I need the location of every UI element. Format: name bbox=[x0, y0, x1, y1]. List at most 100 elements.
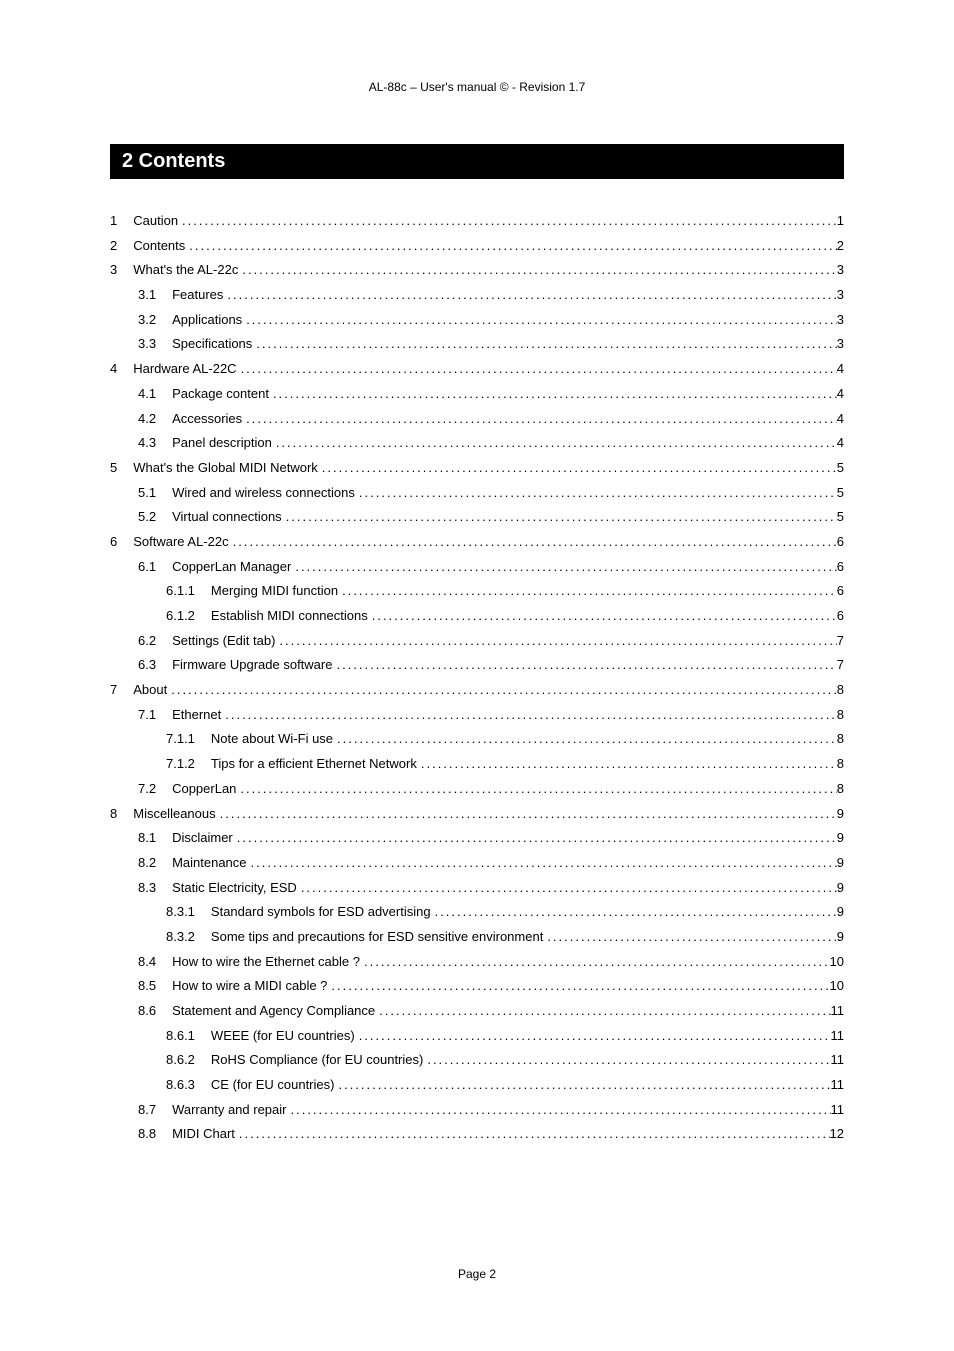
toc-entry: 6.3Firmware Upgrade software7 bbox=[110, 653, 844, 678]
toc-number: 8 bbox=[110, 802, 117, 827]
toc-title: MIDI Chart bbox=[156, 1122, 235, 1147]
toc-title: How to wire the Ethernet cable ? bbox=[156, 950, 360, 975]
toc-leader-dots bbox=[235, 1122, 830, 1147]
toc-entry: 7.2CopperLan8 bbox=[110, 777, 844, 802]
toc-page-number: 8 bbox=[837, 678, 844, 703]
toc-title: Ethernet bbox=[156, 703, 221, 728]
toc-entry: 6Software AL-22c6 bbox=[110, 530, 844, 555]
toc-number: 8.4 bbox=[138, 950, 156, 975]
toc-page-number: 4 bbox=[837, 407, 844, 432]
toc-leader-dots bbox=[286, 1098, 830, 1123]
toc-page-number: 5 bbox=[837, 505, 844, 530]
toc-page-number: 3 bbox=[837, 283, 844, 308]
toc-entry: 3.2Applications3 bbox=[110, 308, 844, 333]
toc-number: 7.1 bbox=[138, 703, 156, 728]
toc-leader-dots bbox=[252, 332, 836, 357]
toc-entry: 7.1Ethernet 8 bbox=[110, 703, 844, 728]
toc-entry: 8.5How to wire a MIDI cable ?10 bbox=[110, 974, 844, 999]
toc-title: Features bbox=[156, 283, 223, 308]
toc-title: Specifications bbox=[156, 332, 252, 357]
toc-entry: 8.2Maintenance9 bbox=[110, 851, 844, 876]
toc-title: RoHS Compliance (for EU countries) bbox=[195, 1048, 423, 1073]
toc-leader-dots bbox=[431, 900, 837, 925]
toc-title: Merging MIDI function bbox=[195, 579, 338, 604]
toc-page-number: 2 bbox=[837, 234, 844, 259]
toc-entry: 8.6Statement and Agency Compliance11 bbox=[110, 999, 844, 1024]
toc-title: Tips for a efficient Ethernet Network bbox=[195, 752, 417, 777]
toc-leader-dots bbox=[368, 604, 837, 629]
toc-page-number: 3 bbox=[837, 332, 844, 357]
toc-title: Accessories bbox=[156, 407, 242, 432]
toc-page-number: 8 bbox=[837, 727, 844, 752]
toc-leader-dots bbox=[178, 209, 837, 234]
toc-number: 3.2 bbox=[138, 308, 156, 333]
toc-page-number: 9 bbox=[837, 900, 844, 925]
toc-entry: 3.3Specifications3 bbox=[110, 332, 844, 357]
toc-title: About bbox=[117, 678, 167, 703]
toc-leader-dots bbox=[332, 653, 836, 678]
toc-leader-dots bbox=[355, 481, 837, 506]
toc-leader-dots bbox=[338, 579, 837, 604]
toc-page-number: 9 bbox=[837, 802, 844, 827]
toc-title: Establish MIDI connections bbox=[195, 604, 368, 629]
toc-entry: 3.1Features3 bbox=[110, 283, 844, 308]
toc-page-number: 12 bbox=[830, 1122, 844, 1147]
toc-number: 8.5 bbox=[138, 974, 156, 999]
toc-entry: 8.3Static Electricity, ESD9 bbox=[110, 876, 844, 901]
toc-number: 8.3 bbox=[138, 876, 156, 901]
toc-leader-dots bbox=[327, 974, 829, 999]
toc-leader-dots bbox=[375, 999, 830, 1024]
toc-leader-dots bbox=[318, 456, 837, 481]
toc-leader-dots bbox=[297, 876, 837, 901]
page-footer: Page 2 bbox=[110, 1267, 844, 1281]
toc-entry: 5.1Wired and wireless connections5 bbox=[110, 481, 844, 506]
toc-leader-dots bbox=[275, 629, 836, 654]
toc-page-number: 10 bbox=[830, 974, 844, 999]
toc-title: Caution bbox=[117, 209, 178, 234]
toc-title: What's the AL-22c bbox=[117, 258, 238, 283]
toc-title: Wired and wireless connections bbox=[156, 481, 355, 506]
toc-leader-dots bbox=[291, 555, 836, 580]
toc-leader-dots bbox=[216, 802, 837, 827]
toc-title: CE (for EU countries) bbox=[195, 1073, 335, 1098]
toc-page-number: 3 bbox=[837, 258, 844, 283]
toc-leader-dots bbox=[223, 283, 836, 308]
toc-number: 6.1.2 bbox=[166, 604, 195, 629]
toc-entry: 6.1.2Establish MIDI connections6 bbox=[110, 604, 844, 629]
toc-page-number: 3 bbox=[837, 308, 844, 333]
toc-entry: 7About8 bbox=[110, 678, 844, 703]
toc-title: Some tips and precautions for ESD sensit… bbox=[195, 925, 543, 950]
toc-page-number: 4 bbox=[837, 382, 844, 407]
toc-entry: 6.1CopperLan Manager6 bbox=[110, 555, 844, 580]
toc-entry: 4.1Package content4 bbox=[110, 382, 844, 407]
toc-leader-dots bbox=[543, 925, 836, 950]
toc-number: 8.6.1 bbox=[166, 1024, 195, 1049]
toc-number: 4.3 bbox=[138, 431, 156, 456]
toc-page-number: 7 bbox=[837, 629, 844, 654]
toc-leader-dots bbox=[221, 703, 837, 728]
toc-leader-dots bbox=[242, 407, 837, 432]
toc-number: 7.1.2 bbox=[166, 752, 195, 777]
toc-number: 6.3 bbox=[138, 653, 156, 678]
toc-page-number: 8 bbox=[837, 777, 844, 802]
toc-entry: 8.6.1WEEE (for EU countries)11 bbox=[110, 1024, 844, 1049]
toc-entry: 3What's the AL-22c3 bbox=[110, 258, 844, 283]
toc-title: Maintenance bbox=[156, 851, 246, 876]
toc-entry: 6.1.1Merging MIDI function6 bbox=[110, 579, 844, 604]
toc-number: 8.6.3 bbox=[166, 1073, 195, 1098]
toc-page-number: 10 bbox=[830, 950, 844, 975]
toc-title: Firmware Upgrade software bbox=[156, 653, 332, 678]
toc-number: 7.1.1 bbox=[166, 727, 195, 752]
toc-page-number: 6 bbox=[837, 555, 844, 580]
toc-leader-dots bbox=[417, 752, 837, 777]
toc-number: 8.1 bbox=[138, 826, 156, 851]
toc-page-number: 9 bbox=[837, 851, 844, 876]
toc-number: 4 bbox=[110, 357, 117, 382]
toc-entry: 2Contents2 bbox=[110, 234, 844, 259]
toc-page-number: 8 bbox=[837, 703, 844, 728]
toc-page-number: 6 bbox=[837, 579, 844, 604]
toc-page-number: 11 bbox=[831, 1073, 845, 1098]
toc-leader-dots bbox=[360, 950, 830, 975]
toc-leader-dots bbox=[167, 678, 837, 703]
toc-title: Virtual connections bbox=[156, 505, 282, 530]
